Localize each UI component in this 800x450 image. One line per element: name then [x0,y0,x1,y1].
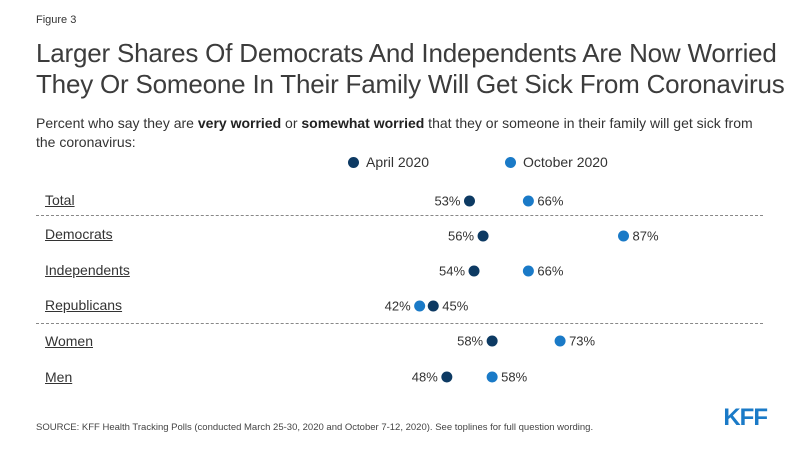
subtitle-bold-2: somewhat worried [301,115,425,131]
dot-april-independents [468,265,480,277]
legend-label-october: October 2020 [523,154,608,170]
subtitle-text-2: or [281,115,302,131]
row-label-men: Men [45,369,73,385]
dot-april-democrats [477,230,489,242]
value-label-october-independents: 66% [537,264,563,279]
dot-october-independents [522,265,534,277]
dot-october-total [522,195,534,207]
dot-april-men [441,371,453,383]
row-label-republicans: Republicans [45,297,123,313]
subtitle-text-1: Percent who say they are [36,115,198,131]
legend-dot-april-icon [348,156,359,168]
value-label-october-total: 66% [537,194,563,209]
dot-october-democrats [618,230,630,242]
chart-title: Larger Shares Of Democrats And Independe… [36,38,785,99]
row-label-total: Total [45,192,75,208]
subtitle-text-3: that they or someone in their family wil… [36,115,753,150]
source-note: SOURCE: KFF Health Tracking Polls (condu… [36,422,594,433]
value-label-april-women: 58% [457,334,483,349]
subtitle-bold-1: very worried [197,115,282,131]
figure-label: Figure 3 [36,14,77,26]
dot-april-total [463,195,475,207]
separator-line-2 [36,323,763,324]
row-label-women: Women [45,333,93,349]
value-label-april-independents: 54% [439,264,465,279]
separator-line-1 [36,215,763,216]
dot-april-republicans [427,300,439,312]
value-label-october-women: 73% [569,334,595,349]
legend-item-april: April 2020 [348,154,429,170]
value-label-april-men: 48% [412,370,438,385]
legend-item-october: October 2020 [505,154,608,170]
value-label-october-democrats: 87% [633,229,659,244]
dot-april-women [486,335,498,347]
chart-legend: April 2020 October 2020 [0,154,800,174]
legend-dot-october-icon [505,156,516,168]
row-label-democrats: Democrats [45,226,113,242]
value-label-april-republicans: 45% [442,299,468,314]
value-label-october-men: 58% [501,370,527,385]
dot-october-republicans [414,300,426,312]
value-label-april-total: 53% [434,194,460,209]
legend-label-april: April 2020 [366,154,430,170]
chart-subtitle: Percent who say they are very worried or… [36,114,766,152]
value-label-april-democrats: 56% [448,229,474,244]
row-label-independents: Independents [45,262,130,278]
dot-october-women [554,335,566,347]
value-label-october-republicans: 42% [385,299,411,314]
kff-logo: KFF [723,404,768,431]
dot-october-men [486,371,498,383]
